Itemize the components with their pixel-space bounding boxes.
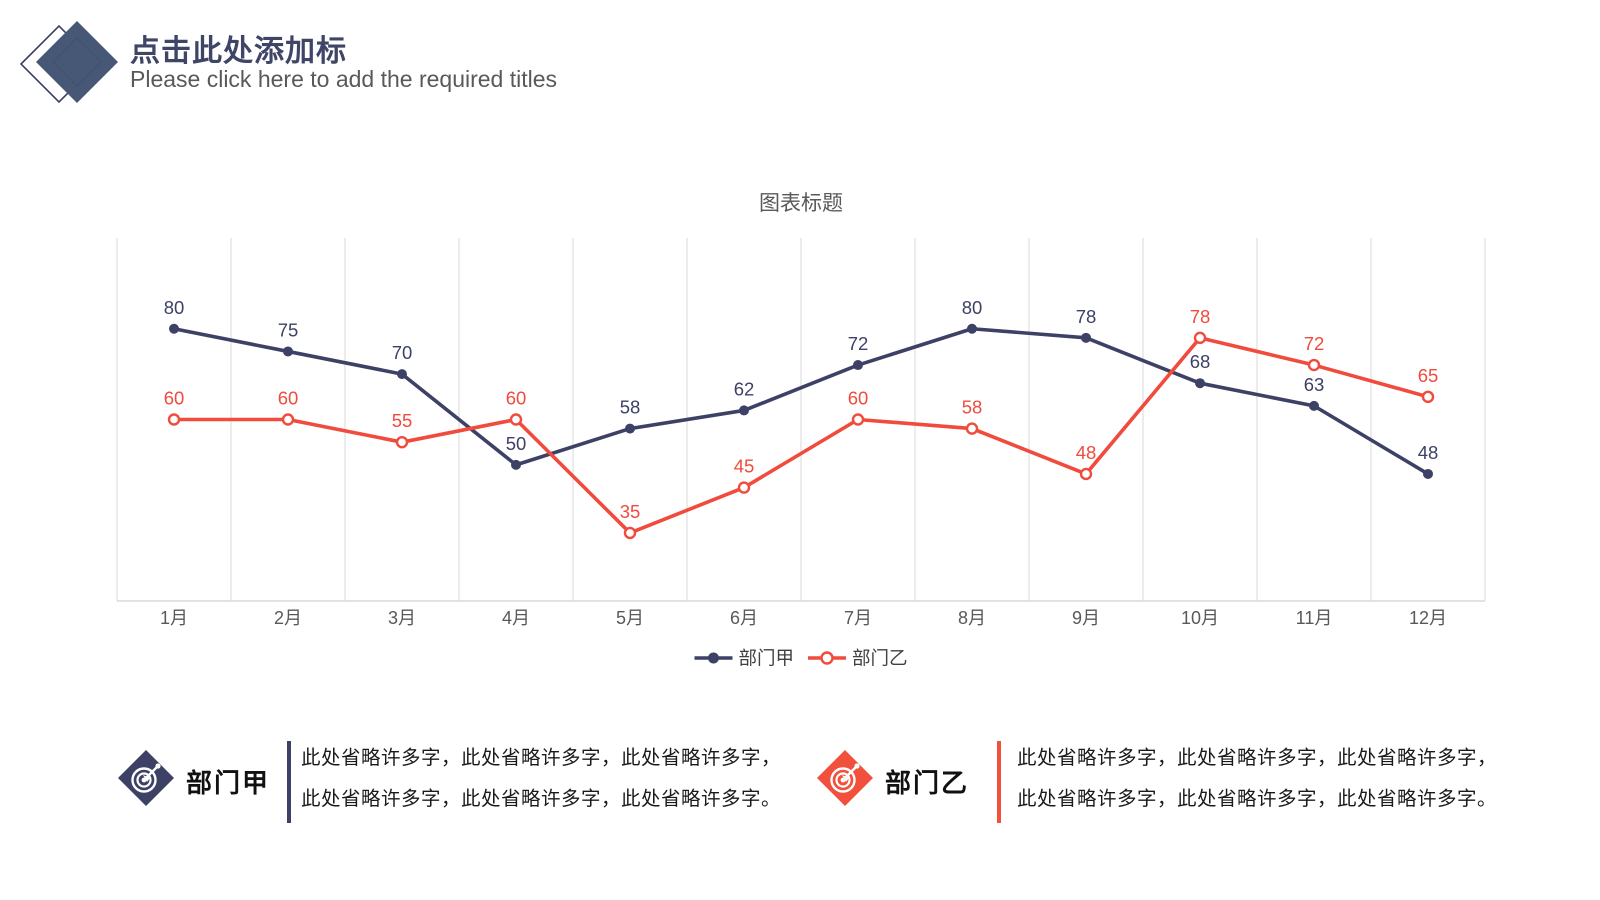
info-text-line: 此处省略许多字，此处省略许多字，此处省略许多字， [1017,747,1498,769]
chart-data-point [623,526,637,540]
info-title-dept-b: 部门乙 [885,768,970,798]
accent-divider [287,741,291,823]
info-text-dept-b: 此处省略许多字，此处省略许多字，此处省略许多字， 此处省略许多字，此处省略许多字… [1017,738,1497,820]
x-axis-label: 9月 [1072,608,1100,628]
chart-data-point [625,423,635,434]
x-axis-label: 3月 [388,608,416,628]
x-axis-label: 6月 [730,608,758,628]
chart-data-point [739,405,749,416]
chart-data-point [1193,331,1207,345]
chart-data-point [281,413,295,426]
info-block-dept-b[interactable]: 部门乙 此处省略许多字，此处省略许多字，此处省略许多字， 此处省略许多字，此处省… [799,735,1499,835]
chart-title: 图表标题 [759,192,843,215]
legend-marker [708,652,719,664]
x-axis-label: 5月 [616,608,644,628]
x-axis-label: 7月 [844,608,872,628]
data-label: 35 [620,501,641,522]
x-axis-label: 10月 [1181,608,1219,628]
data-label: 80 [962,297,983,318]
info-title-dept-a: 部门甲 [186,768,271,798]
chart-data-point [1423,468,1433,479]
data-label: 60 [506,388,527,409]
legend-marker [820,651,834,665]
data-label: 78 [1076,306,1097,327]
data-label: 50 [506,433,527,454]
data-label: 72 [1304,333,1325,354]
chart-data-point [1421,390,1435,404]
data-label: 70 [392,342,413,363]
data-label: 60 [848,388,869,409]
data-label: 45 [734,456,755,477]
data-label: 48 [1418,442,1439,463]
x-axis-label: 12月 [1409,608,1447,628]
chart-data-point [509,413,523,426]
chart-data-point [1195,378,1205,389]
slide-title-placeholder[interactable]: 点击此处添加标 [130,35,347,68]
data-label: 48 [1076,442,1097,463]
slide-subtitle-placeholder[interactable]: Please click here to add the required ti… [130,66,558,92]
chart-data-point [1307,358,1321,372]
diamond-logo-icon [19,21,118,104]
chart-data-point [967,323,977,334]
target-dart-icon [118,750,174,806]
chart-series-line [172,336,1430,535]
info-text-dept-a: 此处省略许多字，此处省略许多字，此处省略许多字， 此处省略许多字，此处省略许多字… [301,738,781,820]
data-label: 78 [1190,306,1211,327]
chart-data-point [1309,400,1319,411]
data-label: 80 [164,297,185,318]
chart-data-point [1079,467,1093,481]
data-label: 62 [734,378,755,399]
data-label: 68 [1190,351,1211,372]
chart-series-line [172,326,1430,476]
chart-data-point [397,369,407,380]
info-text-line: 此处省略许多字，此处省略许多字，此处省略许多字。 [1017,788,1498,810]
chart-data-point [169,323,179,334]
x-axis-label: 11月 [1296,608,1333,628]
chart-data-point [853,360,863,371]
data-label: 63 [1304,374,1325,395]
target-dart-icon [817,750,873,806]
chart-data-point [965,422,979,435]
line-chart[interactable]: 图表标题 1月 2月 3月 4月 5月 6月 7月 8月 9月 10月 11月 12月 80 75 70 50 5… [0,170,1600,680]
data-label: 72 [848,333,869,354]
chart-data-point [395,435,409,449]
x-axis-label: 8月 [958,608,986,628]
x-axis-label: 1月 [160,608,188,628]
chart-data-point [283,346,293,357]
x-axis-label: 4月 [502,608,530,628]
data-label: 65 [1418,365,1439,386]
data-label: 55 [392,410,413,431]
chart-data-point [1081,332,1091,343]
info-text-line: 此处省略许多字，此处省略许多字，此处省略许多字， [301,747,782,769]
chart-data-point [511,459,521,470]
data-label: 58 [962,397,983,418]
accent-divider [997,741,1001,823]
chart-data-point [167,413,181,426]
info-block-dept-a[interactable]: 部门甲 此处省略许多字，此处省略许多字，此处省略许多字， 此处省略许多字，此处省… [100,735,790,835]
data-label: 75 [278,319,299,340]
data-label: 58 [620,397,641,418]
x-axis-label: 2月 [274,608,302,628]
data-label: 60 [164,388,185,409]
legend-label: 部门乙 [852,648,908,669]
chart-data-point [851,413,865,426]
chart-data-point [737,481,751,494]
info-text-line: 此处省略许多字，此处省略许多字，此处省略许多字。 [301,788,782,810]
legend-label: 部门甲 [739,648,795,669]
header: 点击此处添加标 Please click here to add the req… [0,0,1600,130]
data-label: 60 [278,388,299,409]
